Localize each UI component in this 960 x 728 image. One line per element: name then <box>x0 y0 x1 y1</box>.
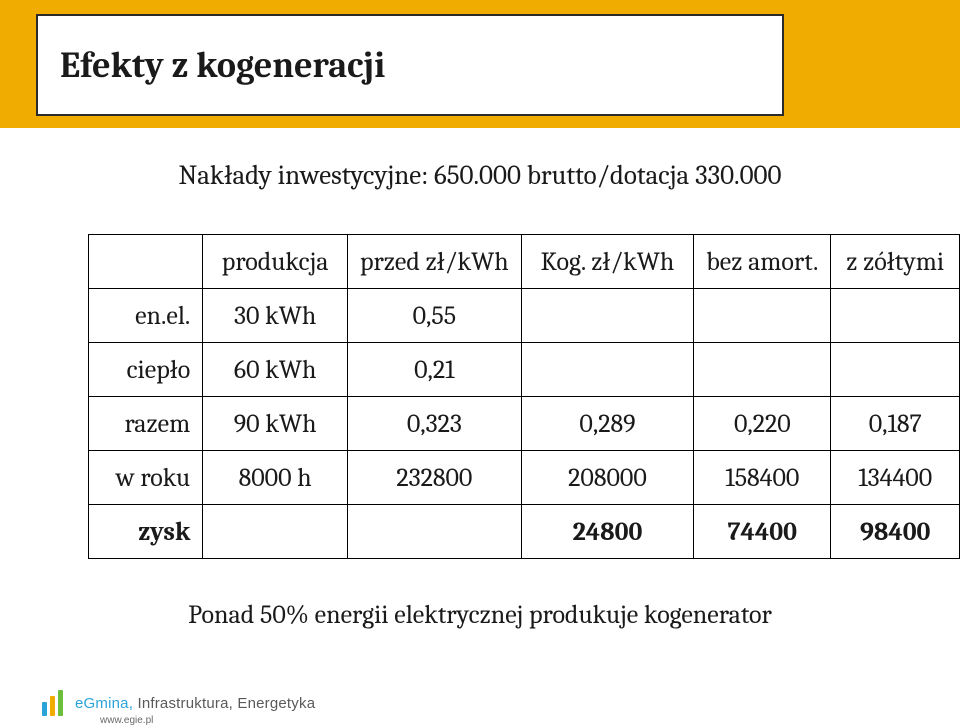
logo-icon <box>42 690 63 716</box>
footer-brand-part: Infrastruktura, Energetyka <box>133 695 315 712</box>
cell: 24800 <box>521 505 694 559</box>
row-label: zysk <box>89 505 203 559</box>
cell: 0,220 <box>694 397 831 451</box>
logo-bar <box>58 690 63 716</box>
row-label: razem <box>89 397 203 451</box>
cell: 0,187 <box>831 397 960 451</box>
cell: 8000 h <box>203 451 348 505</box>
data-table: produkcja przed zł/kWh Kog. zł/kWh bez a… <box>88 234 960 559</box>
footer-brand: eGmina, Infrastruktura, Energetyka <box>75 695 315 712</box>
cell: 134400 <box>831 451 960 505</box>
table-row: w roku 8000 h 232800 208000 158400 13440… <box>89 451 960 505</box>
row-label: w roku <box>89 451 203 505</box>
col-header: z zółtymi <box>831 235 960 289</box>
caption: Ponad 50% energii elektrycznej produkuje… <box>0 600 960 630</box>
footer-brand-part: eGmina, <box>75 695 133 712</box>
table-row: zysk 24800 74400 98400 <box>89 505 960 559</box>
cell: 98400 <box>831 505 960 559</box>
table-header-row: produkcja przed zł/kWh Kog. zł/kWh bez a… <box>89 235 960 289</box>
cell <box>694 343 831 397</box>
logo-bar <box>42 702 47 716</box>
cell: 0,323 <box>347 397 521 451</box>
col-header: przed zł/kWh <box>347 235 521 289</box>
col-header <box>89 235 203 289</box>
subtitle: Nakłady inwestycyjne: 650.000 brutto/dot… <box>0 160 960 191</box>
cell <box>831 289 960 343</box>
table-row: ciepło 60 kWh 0,21 <box>89 343 960 397</box>
cell: 0,55 <box>347 289 521 343</box>
table-row: en.el. 30 kWh 0,55 <box>89 289 960 343</box>
table-row: razem 90 kWh 0,323 0,289 0,220 0,187 <box>89 397 960 451</box>
col-header: produkcja <box>203 235 348 289</box>
col-header: bez amort. <box>694 235 831 289</box>
cell <box>694 289 831 343</box>
cell: 30 kWh <box>203 289 348 343</box>
row-label: en.el. <box>89 289 203 343</box>
cell: 74400 <box>694 505 831 559</box>
cell: 0,21 <box>347 343 521 397</box>
col-header: Kog. zł/kWh <box>521 235 694 289</box>
cell: 158400 <box>694 451 831 505</box>
cell <box>521 289 694 343</box>
cell: 60 kWh <box>203 343 348 397</box>
footer-url: www.egie.pl <box>100 715 153 726</box>
cell: 208000 <box>521 451 694 505</box>
row-label: ciepło <box>89 343 203 397</box>
cell <box>347 505 521 559</box>
footer: eGmina, Infrastruktura, Energetyka <box>42 690 315 716</box>
page-title: Efekty z kogeneracji <box>60 45 385 86</box>
logo-bar <box>50 696 55 716</box>
cell <box>521 343 694 397</box>
cell: 90 kWh <box>203 397 348 451</box>
cell <box>831 343 960 397</box>
cell: 232800 <box>347 451 521 505</box>
title-box: Efekty z kogeneracji <box>36 14 784 116</box>
cell <box>203 505 348 559</box>
cell: 0,289 <box>521 397 694 451</box>
